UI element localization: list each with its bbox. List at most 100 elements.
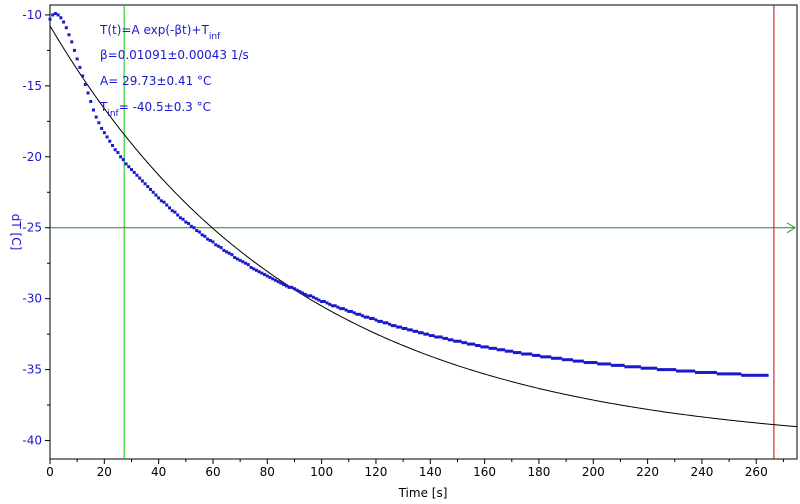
data-point [570, 358, 574, 362]
data-point [480, 345, 484, 349]
x-tick-label: 220 [636, 465, 659, 479]
data-point [722, 372, 726, 376]
data-point [116, 151, 120, 155]
data-point [436, 335, 440, 339]
data-point [369, 317, 373, 321]
data-point [477, 344, 481, 347]
data-point [537, 353, 541, 357]
y-axis: -10 -15 -20 -25 -30 -35 -40 [22, 8, 50, 448]
data-point [241, 260, 245, 264]
x-tick-label: 120 [365, 465, 388, 479]
data-point [656, 368, 660, 372]
data-point [675, 369, 679, 373]
data-point [575, 359, 579, 363]
data-point [360, 314, 364, 318]
data-point [730, 372, 734, 376]
data-point [760, 373, 764, 377]
data-point [249, 265, 253, 269]
data-point [276, 280, 280, 284]
x-tick-label: 240 [690, 465, 713, 479]
data-point [216, 244, 220, 248]
data-point [589, 361, 593, 365]
data-point [442, 336, 446, 340]
data-point [78, 65, 82, 69]
data-point [757, 373, 761, 377]
data-point [453, 339, 457, 343]
x-tick-label: 40 [151, 465, 166, 479]
x-tick-label: 200 [582, 465, 605, 479]
data-point [513, 351, 516, 355]
data-point [230, 253, 234, 257]
data-point [526, 352, 530, 356]
data-point [64, 26, 68, 30]
data-point [754, 373, 758, 377]
data-point [333, 304, 337, 308]
data-point [355, 312, 359, 316]
data-point [662, 368, 666, 372]
data-point [192, 226, 196, 230]
data-point [553, 356, 557, 360]
x-axis-title: Time [s] [398, 486, 448, 500]
data-point [507, 349, 511, 353]
data-point [523, 352, 527, 356]
data-point [339, 307, 343, 311]
data-point [292, 287, 296, 291]
data-point [385, 321, 389, 325]
data-point [398, 325, 402, 329]
data-point [62, 20, 66, 24]
data-point [53, 12, 57, 16]
data-point [135, 173, 139, 177]
data-point [206, 237, 210, 241]
data-point [689, 369, 693, 373]
y-tick-label: -30 [22, 292, 42, 306]
data-point [254, 268, 258, 272]
data-point [491, 346, 495, 350]
data-point [692, 369, 696, 373]
data-point [746, 373, 750, 377]
data-point [287, 285, 291, 289]
data-point [583, 361, 587, 365]
data-point [176, 213, 180, 217]
y-tick-label: -15 [22, 79, 42, 93]
data-point [510, 349, 514, 353]
data-point [59, 16, 63, 20]
data-point [409, 328, 413, 332]
data-point [94, 115, 98, 119]
data-point [450, 338, 454, 342]
data-point [379, 319, 383, 323]
data-point [686, 369, 690, 373]
data-point [564, 358, 568, 362]
data-point [621, 363, 625, 367]
data-point [548, 355, 552, 359]
data-point [694, 370, 698, 374]
data-point [260, 271, 264, 275]
data-point [219, 246, 223, 250]
data-point [320, 300, 324, 304]
data-point [344, 308, 348, 312]
data-point [624, 365, 628, 369]
data-point [705, 370, 709, 374]
data-point [282, 282, 286, 286]
data-point [132, 170, 136, 174]
data-point [263, 273, 267, 277]
data-point [252, 267, 256, 271]
data-point [165, 203, 169, 207]
data-point [651, 366, 655, 370]
data-point [499, 348, 503, 352]
data-point [154, 193, 158, 197]
data-point [301, 291, 305, 295]
data-point [366, 315, 370, 319]
data-point [314, 297, 318, 301]
data-point [678, 369, 682, 373]
data-point [461, 341, 465, 345]
data-point [222, 248, 226, 252]
data-point [743, 373, 747, 377]
data-point [708, 370, 712, 374]
data-point [714, 370, 718, 374]
data-point [72, 48, 76, 52]
data-point [309, 294, 313, 298]
data-point [341, 307, 345, 311]
data-point [719, 372, 723, 376]
data-point [350, 309, 354, 313]
